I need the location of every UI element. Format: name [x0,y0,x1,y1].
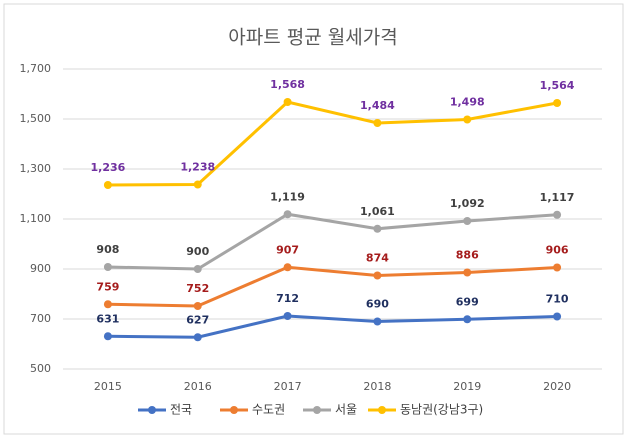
x-tick-label: 2017 [274,380,302,393]
point [553,312,562,321]
point [553,263,562,272]
point [283,312,292,320]
y-tick-label: 1,500 [20,112,52,125]
value-label: 1,119 [270,190,305,203]
x-tick-label: 2016 [184,380,212,393]
value-label: 900 [186,245,209,258]
point [463,115,472,124]
legend-marker [148,406,156,414]
point [283,98,292,106]
series-line [107,265,558,308]
x-tick-label: 2020 [543,380,571,393]
point [193,265,202,273]
point [373,271,382,280]
value-label: 631 [96,312,119,325]
value-label: 1,238 [180,161,215,174]
value-label: 1,564 [540,79,575,92]
value-label: 1,117 [540,191,575,204]
series-line [107,100,558,187]
point [463,315,472,324]
value-label: 906 [546,244,569,257]
value-label: 752 [186,282,209,295]
value-label: 627 [186,313,209,326]
value-label: 1,061 [360,205,395,218]
series-line [107,212,558,271]
legend-marker [230,406,238,414]
legend-label: 수도권 [252,403,285,417]
point [103,181,112,189]
value-label: 874 [366,252,389,265]
legend-label: 전국 [170,403,192,417]
point [553,99,562,107]
value-label: 710 [546,293,569,306]
point [193,302,202,310]
value-label: 1,092 [450,197,485,210]
point [103,263,112,271]
value-label: 908 [96,243,119,256]
point [553,210,562,219]
legend-label: 동남권(강남3구) [400,403,483,417]
point [193,333,202,342]
series-line [107,314,558,339]
x-tick-label: 2015 [94,380,122,393]
y-tick-label: 900 [30,262,51,275]
legend-marker [378,406,386,414]
point [463,268,472,277]
point [193,180,202,189]
y-tick-label: 700 [30,312,51,325]
y-tick-label: 1,700 [20,62,52,75]
point [103,332,112,341]
legend-marker [313,406,321,414]
value-label: 699 [456,295,479,308]
point [103,300,112,309]
value-label: 907 [276,243,299,256]
chart-title: 아파트 평균 월세가격 [228,27,397,49]
value-label: 690 [366,298,389,311]
point [373,224,382,233]
y-tick-label: 1,300 [20,162,52,175]
value-label: 1,236 [91,161,126,174]
point [283,210,292,219]
point [373,317,382,326]
legend-label: 서울 [335,403,357,417]
value-label: 759 [96,280,119,293]
value-label: 1,484 [360,99,395,112]
x-tick-label: 2018 [363,380,391,393]
x-tick-label: 2019 [453,380,481,393]
y-tick-label: 500 [30,362,51,375]
value-label: 886 [456,249,479,262]
value-label: 712 [276,292,299,305]
value-label: 1,568 [270,78,305,91]
point [283,263,292,272]
y-tick-label: 1,100 [20,212,52,225]
point [373,119,382,127]
point [463,217,472,225]
value-label: 1,498 [450,96,485,109]
